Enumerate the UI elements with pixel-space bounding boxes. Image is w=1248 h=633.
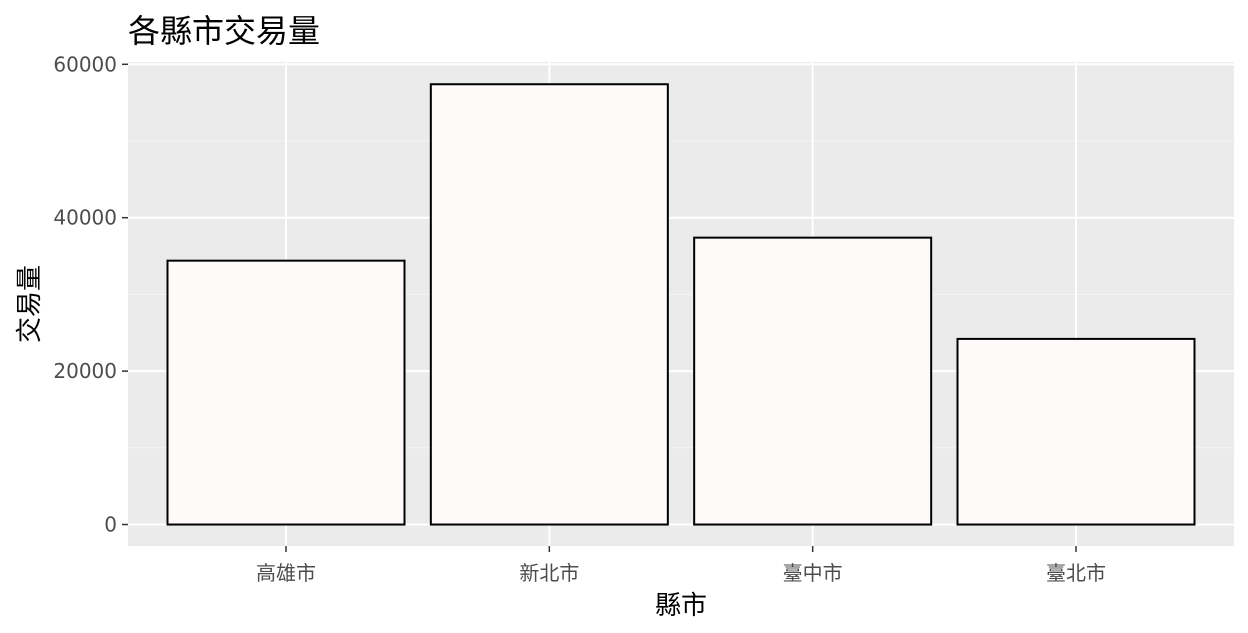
x-tick-label: 高雄市 xyxy=(256,561,316,585)
y-tick-label: 20000 xyxy=(53,359,117,383)
x-tick-label: 臺中市 xyxy=(783,561,843,585)
bars xyxy=(166,83,1196,526)
chart-title: 各縣市交易量 xyxy=(128,12,320,50)
bar xyxy=(429,83,669,526)
y-tick-label: 60000 xyxy=(53,52,117,76)
x-axis-title: 縣市 xyxy=(655,591,707,621)
x-tick-label: 臺北市 xyxy=(1046,561,1106,585)
x-tick-label: 新北市 xyxy=(519,561,579,585)
x-axis: 高雄市 新北市 臺中市 臺北市 xyxy=(256,546,1106,585)
bar xyxy=(693,236,933,526)
y-axis: 0 20000 40000 60000 xyxy=(53,52,128,537)
bar xyxy=(166,259,406,526)
y-axis-title: 交易量 xyxy=(15,265,45,343)
y-tick-label: 40000 xyxy=(53,206,117,230)
bar xyxy=(956,337,1196,526)
y-tick-label: 0 xyxy=(104,513,117,537)
